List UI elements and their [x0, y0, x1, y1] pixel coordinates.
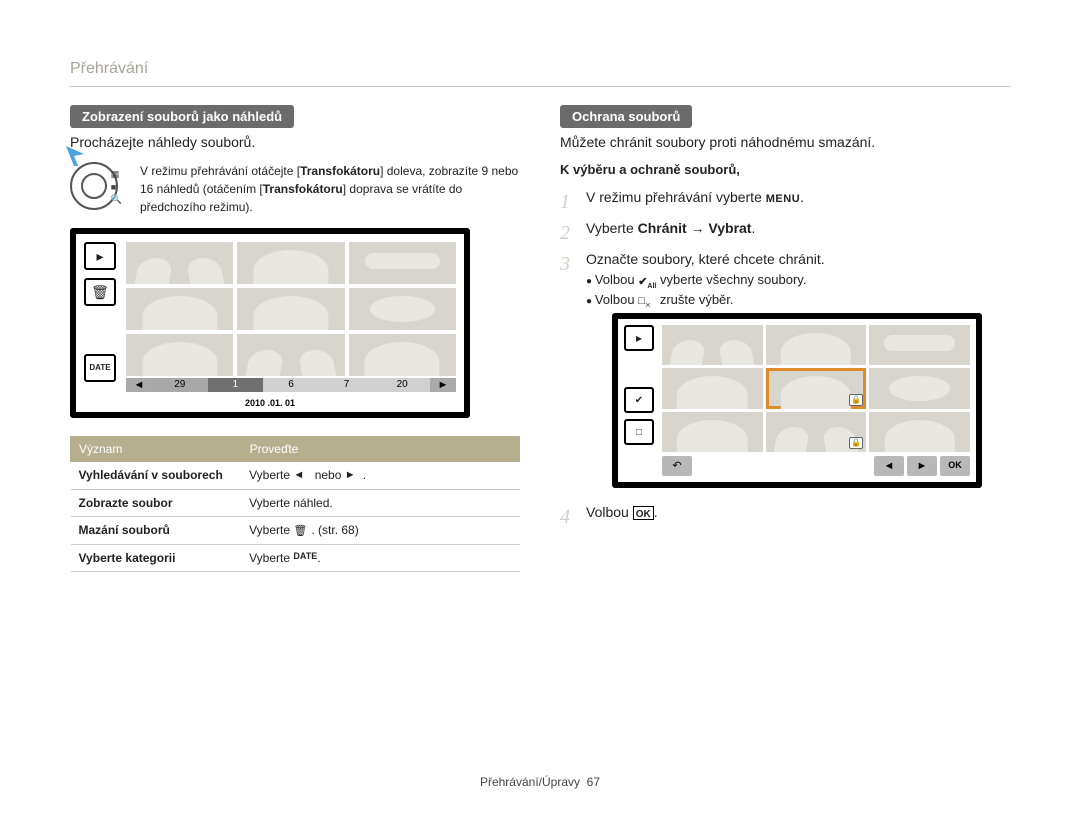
- th-meaning: Význam: [71, 437, 242, 462]
- strip-cell[interactable]: 7: [319, 378, 375, 392]
- left-column: Zobrazení souborů jako náhledů Procházej…: [70, 105, 520, 572]
- meaning-table: Význam Proveďte Vyhledávání v souborech …: [70, 436, 520, 572]
- strip-cell[interactable]: 29: [152, 378, 208, 392]
- back-icon[interactable]: ↶: [662, 456, 692, 476]
- thumb[interactable]: [349, 288, 456, 330]
- thumbnail-screen: ▸ 🗑 DATE ◄: [70, 228, 470, 418]
- thumb[interactable]: [349, 334, 456, 376]
- thumb[interactable]: [126, 242, 233, 284]
- step: Vyberte Chránit → Vybrat.: [560, 218, 1010, 239]
- thumb[interactable]: [237, 288, 344, 330]
- thumb[interactable]: [662, 325, 763, 365]
- strip-cell[interactable]: 20: [374, 378, 430, 392]
- bullet: Volbou □⨯ zrušte výběr.: [586, 290, 1010, 310]
- cell: Vyhledávání v souborech: [71, 462, 242, 490]
- step: Označte soubory, které chcete chránit. V…: [560, 249, 1010, 488]
- right-lead: Můžete chránit soubory proti náhodnému s…: [560, 134, 1010, 150]
- right-arrow-icon: ►: [345, 469, 363, 483]
- lock-icon: 🔒: [849, 394, 863, 406]
- table-row: Zobrazte soubor Vyberte náhled.: [71, 489, 520, 516]
- cell: Mazání souborů: [71, 516, 242, 544]
- check-all-icon: ✔All: [638, 274, 656, 288]
- cell: Vyberte DATE.: [241, 544, 519, 572]
- date-strip: ◄ 29 1 6 7 20 ►: [126, 378, 456, 392]
- thumb[interactable]: [766, 325, 867, 365]
- trash-icon: 🗑: [293, 524, 311, 538]
- strip-prev-icon[interactable]: ◄: [126, 378, 152, 392]
- footer-section: Přehrávání/Úpravy: [480, 775, 580, 789]
- cell: Zobrazte soubor: [71, 489, 242, 516]
- thumb-selected[interactable]: 🔒: [766, 368, 867, 408]
- strip-cell[interactable]: 6: [263, 378, 319, 392]
- thumb[interactable]: [126, 334, 233, 376]
- steps-list: V režimu přehrávání vyberte MENU. Vybert…: [560, 187, 1010, 523]
- zoom-dial-icon: ▦■🔍: [70, 162, 118, 210]
- lock-icon: 🔒: [849, 437, 863, 449]
- protect-grid: 🔒 🔒: [662, 325, 970, 452]
- right-column: Ochrana souborů Můžete chránit soubory p…: [560, 105, 1010, 572]
- cell: Vyberte náhled.: [241, 489, 519, 516]
- play-icon[interactable]: ▸: [84, 242, 116, 270]
- right-heading: Ochrana souborů: [560, 105, 692, 128]
- prev-icon[interactable]: ◄: [874, 456, 904, 476]
- strip-next-icon[interactable]: ►: [430, 378, 456, 392]
- step: Volbou OK.: [560, 502, 1010, 523]
- right-sub: K výběru a ochraně souborů,: [560, 162, 1010, 177]
- step: V režimu přehrávání vyberte MENU.: [560, 187, 1010, 208]
- page-title: Přehrávání: [70, 60, 1010, 87]
- date-category-icon[interactable]: DATE: [84, 354, 116, 382]
- menu-icon: MENU: [766, 191, 800, 205]
- left-heading: Zobrazení souborů jako náhledů: [70, 105, 294, 128]
- strip-cell[interactable]: 1: [208, 378, 264, 392]
- table-row: Vyhledávání v souborech Vyberte ◄ nebo ►…: [71, 462, 520, 490]
- thumb[interactable]: [349, 242, 456, 284]
- left-arrow-icon: ◄: [293, 469, 311, 483]
- thumb[interactable]: [237, 242, 344, 284]
- thumb[interactable]: [662, 412, 763, 452]
- note-bold2: Transfokátoru: [263, 182, 343, 196]
- date-label: 2010 .01. 01: [245, 398, 295, 408]
- note-text: V režimu přehrávání otáčejte [: [140, 164, 300, 178]
- footer-page: 67: [587, 775, 600, 789]
- play-icon[interactable]: ▸: [624, 325, 654, 351]
- table-row: Mazání souborů Vyberte 🗑. (str. 68): [71, 516, 520, 544]
- th-action: Proveďte: [241, 437, 519, 462]
- left-lead: Procházejte náhledy souborů.: [70, 134, 520, 150]
- protect-screen: ▸ ✔ □ 🔒 🔒: [612, 313, 982, 488]
- thumb[interactable]: [237, 334, 344, 376]
- thumb[interactable]: [662, 368, 763, 408]
- thumbnail-grid: [126, 242, 456, 376]
- thumb[interactable]: [869, 412, 970, 452]
- date-icon: DATE: [293, 551, 317, 565]
- cell: Vyberte kategorii: [71, 544, 242, 572]
- thumb[interactable]: 🔒: [766, 412, 867, 452]
- table-row: Vyberte kategorii Vyberte DATE.: [71, 544, 520, 572]
- footer: Přehrávání/Úpravy 67: [0, 775, 1080, 789]
- ok-icon: OK: [633, 506, 654, 520]
- cell: Vyberte ◄ nebo ►.: [241, 462, 519, 490]
- thumb[interactable]: [869, 368, 970, 408]
- cell: Vyberte 🗑. (str. 68): [241, 516, 519, 544]
- thumb[interactable]: [869, 325, 970, 365]
- next-icon[interactable]: ►: [907, 456, 937, 476]
- trash-icon[interactable]: 🗑: [84, 278, 116, 306]
- zoom-note: ▦■🔍 V režimu přehrávání otáčejte [Transf…: [70, 162, 520, 216]
- uncheck-icon: □⨯: [638, 293, 656, 307]
- note-bold1: Transfokátoru: [300, 164, 380, 178]
- check-all-icon[interactable]: ✔: [624, 387, 654, 413]
- bullet: Volbou ✔All vyberte všechny soubory.: [586, 270, 1010, 290]
- uncheck-icon[interactable]: □: [624, 419, 654, 445]
- ok-button[interactable]: OK: [940, 456, 970, 476]
- thumb[interactable]: [126, 288, 233, 330]
